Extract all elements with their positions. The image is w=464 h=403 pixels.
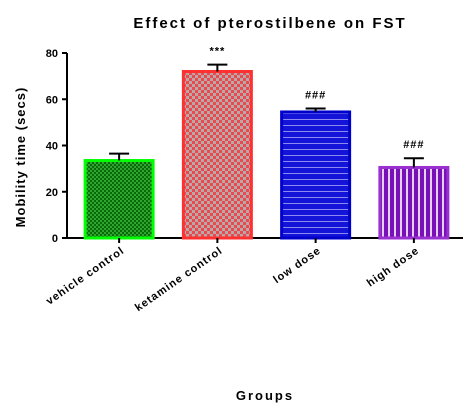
significance-marker: ###	[305, 90, 326, 102]
significance-marker: ###	[403, 139, 424, 151]
chart-title: Effect of pterostilbene on FST	[133, 15, 406, 32]
y-tick-label: 80	[46, 48, 58, 60]
y-tick-label: 60	[46, 94, 58, 106]
x-axis-label: Groups	[236, 388, 294, 403]
x-tick-labels: vehicle control ketamine control low dose h…	[44, 238, 422, 314]
y-axis-label: Mobility time (secs)	[13, 87, 28, 228]
bar-low-dose	[280, 110, 352, 240]
bar-high-dose	[378, 165, 450, 240]
x-tick-label: vehicle control	[44, 245, 127, 308]
y-tick-label: 40	[46, 141, 58, 153]
bars: *** ### ###	[83, 46, 450, 240]
y-tick-label: 0	[52, 233, 58, 245]
bar-ketamine-control	[181, 70, 253, 240]
bar-vehicle-control	[83, 159, 155, 240]
x-tick-label: ketamine control	[133, 245, 225, 314]
significance-marker: ***	[209, 46, 225, 58]
x-tick-label: low dose	[271, 245, 323, 286]
y-tick-label: 20	[46, 187, 58, 199]
x-tick-label: high dose	[365, 245, 422, 290]
